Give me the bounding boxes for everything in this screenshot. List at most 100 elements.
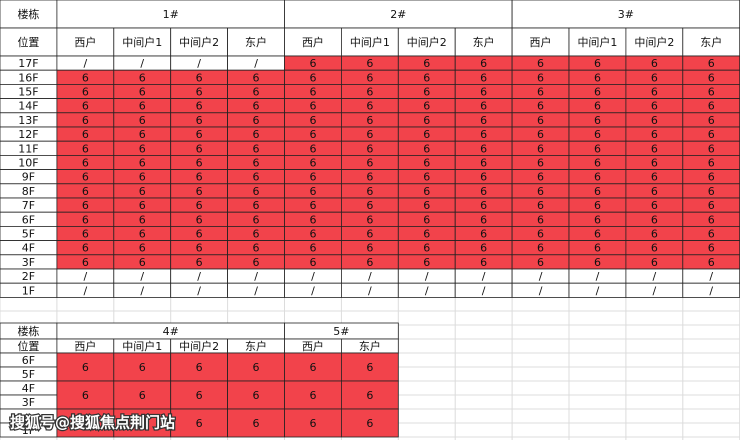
cell: / bbox=[140, 270, 144, 283]
cell: / bbox=[254, 284, 258, 297]
cell: 6 bbox=[253, 361, 260, 374]
cell: 6 bbox=[480, 242, 487, 255]
cell: 6 bbox=[366, 417, 373, 430]
floor-label: 7F bbox=[22, 199, 35, 212]
cell: 6 bbox=[366, 86, 373, 99]
cell: 6 bbox=[537, 100, 544, 113]
cell: 6 bbox=[309, 256, 316, 269]
cell: / bbox=[596, 284, 600, 297]
cell: 6 bbox=[366, 213, 373, 226]
cell-bg bbox=[170, 408, 228, 438]
cell: 6 bbox=[82, 361, 89, 374]
cell: / bbox=[140, 57, 144, 70]
cell: / bbox=[254, 270, 258, 283]
cell: 6 bbox=[651, 171, 658, 184]
cell: 6 bbox=[594, 256, 601, 269]
cell: / bbox=[539, 270, 543, 283]
cell: / bbox=[254, 57, 258, 70]
cell: 6 bbox=[309, 142, 316, 155]
cell: 6 bbox=[537, 242, 544, 255]
cell: 6 bbox=[139, 128, 146, 141]
cell: 6 bbox=[423, 171, 430, 184]
column-header: 西户 bbox=[74, 35, 96, 49]
cell: 6 bbox=[708, 256, 715, 269]
column-header-bg bbox=[170, 27, 228, 57]
floor-label: 16F bbox=[18, 71, 38, 84]
floor-label: 8F bbox=[22, 185, 35, 198]
cell: 6 bbox=[309, 71, 316, 84]
cell: 6 bbox=[480, 86, 487, 99]
cell-bg bbox=[56, 352, 115, 382]
floor-label: 9F bbox=[22, 171, 35, 184]
cell: 6 bbox=[196, 142, 203, 155]
cell: 6 bbox=[480, 57, 487, 70]
cell: 6 bbox=[651, 86, 658, 99]
watermark: 搜狐号@搜狐焦点荆门站 bbox=[10, 414, 175, 432]
cell: / bbox=[311, 284, 315, 297]
cell-bg bbox=[284, 380, 342, 410]
cell: 6 bbox=[196, 71, 203, 84]
cell: 6 bbox=[309, 100, 316, 113]
cell: 6 bbox=[196, 417, 203, 430]
cell: / bbox=[652, 270, 656, 283]
cell: 6 bbox=[253, 199, 260, 212]
floor-label: 4F bbox=[22, 382, 35, 395]
cell: 6 bbox=[139, 256, 146, 269]
cell: 6 bbox=[537, 256, 544, 269]
column-header: 东户 bbox=[359, 339, 381, 353]
cell: 6 bbox=[480, 100, 487, 113]
cell: 6 bbox=[594, 86, 601, 99]
column-header: 西户 bbox=[74, 339, 96, 353]
cell: 6 bbox=[423, 199, 430, 212]
cell: 6 bbox=[708, 128, 715, 141]
cell: 6 bbox=[708, 242, 715, 255]
column-header: 中间户1 bbox=[577, 35, 617, 49]
cell: / bbox=[709, 284, 713, 297]
cell: 6 bbox=[594, 171, 601, 184]
cell: 6 bbox=[82, 228, 89, 241]
cell: 6 bbox=[253, 242, 260, 255]
column-header: 中间户1 bbox=[350, 35, 390, 49]
cell: 6 bbox=[139, 185, 146, 198]
cell: 6 bbox=[423, 57, 430, 70]
cell: 6 bbox=[366, 228, 373, 241]
cell: 6 bbox=[423, 185, 430, 198]
cell: 6 bbox=[82, 256, 89, 269]
cell: 6 bbox=[139, 86, 146, 99]
cell: 6 bbox=[594, 185, 601, 198]
cell: 6 bbox=[651, 157, 658, 170]
cell: 6 bbox=[423, 71, 430, 84]
cell: 6 bbox=[139, 242, 146, 255]
cell: 6 bbox=[537, 213, 544, 226]
cell: 6 bbox=[309, 86, 316, 99]
column-header: 中间户2 bbox=[179, 339, 219, 353]
cell: / bbox=[425, 284, 429, 297]
cell: 6 bbox=[423, 114, 430, 127]
cell: 6 bbox=[82, 114, 89, 127]
cell: 6 bbox=[366, 114, 373, 127]
cell: 6 bbox=[309, 361, 316, 374]
header-cell-bg bbox=[511, 0, 740, 29]
header-cell: 楼栋 bbox=[17, 7, 39, 21]
cell: 6 bbox=[366, 71, 373, 84]
cell: 6 bbox=[82, 142, 89, 155]
cell: 6 bbox=[708, 86, 715, 99]
cell: 6 bbox=[708, 57, 715, 70]
cell: 6 bbox=[537, 157, 544, 170]
cell: 6 bbox=[594, 142, 601, 155]
column-header-bg bbox=[284, 27, 342, 57]
cell-bg bbox=[340, 352, 399, 382]
cell: 6 bbox=[253, 128, 260, 141]
cell: 6 bbox=[480, 185, 487, 198]
cell: 6 bbox=[594, 213, 601, 226]
cell: 6 bbox=[139, 171, 146, 184]
cell: 6 bbox=[253, 71, 260, 84]
column-header-bg bbox=[625, 27, 684, 57]
cell: / bbox=[482, 270, 486, 283]
cell: / bbox=[425, 270, 429, 283]
cell: 6 bbox=[651, 199, 658, 212]
column-header: 西户 bbox=[302, 35, 324, 49]
cell: 6 bbox=[82, 128, 89, 141]
cell: 6 bbox=[480, 114, 487, 127]
cell: / bbox=[197, 270, 201, 283]
